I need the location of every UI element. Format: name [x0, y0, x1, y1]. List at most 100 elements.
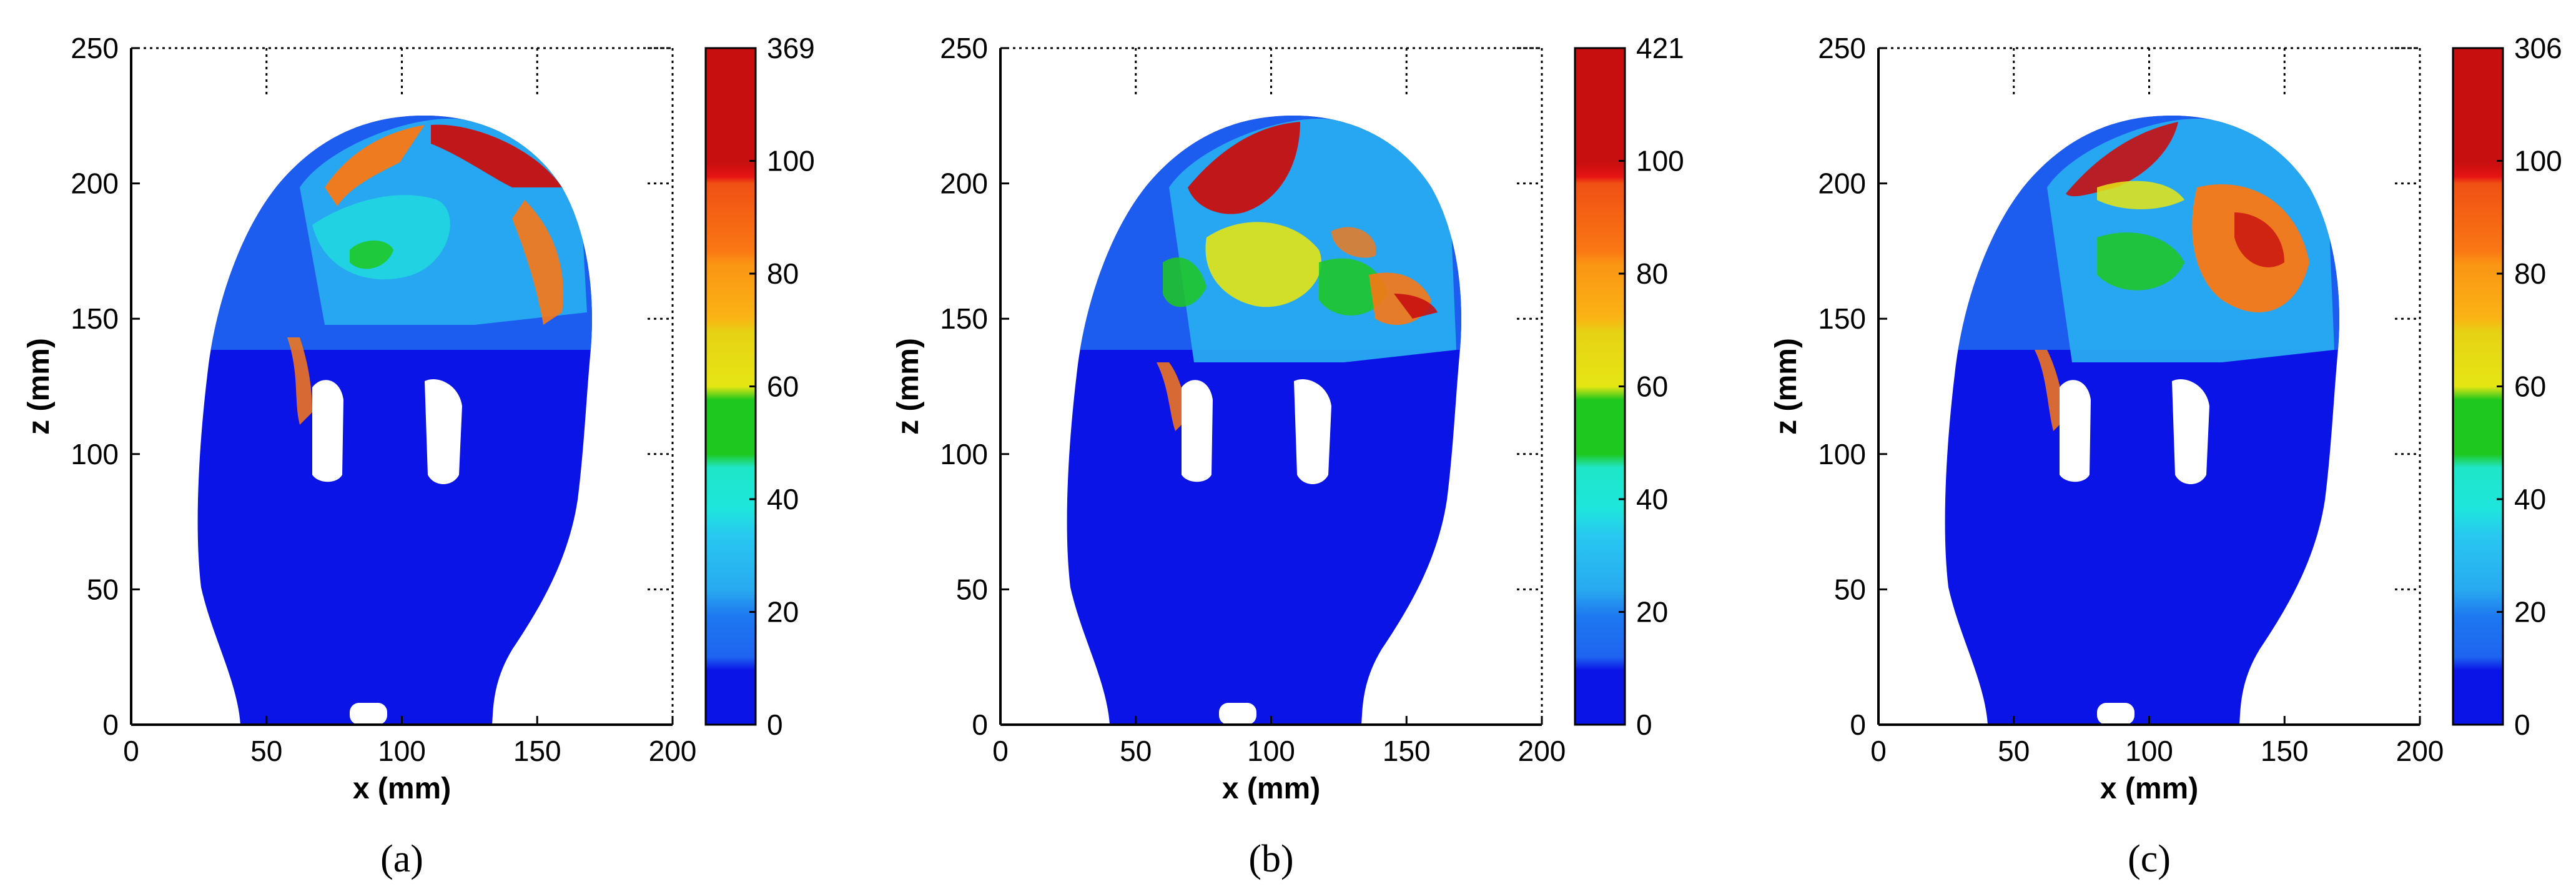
- panel-label: (b): [1248, 838, 1293, 880]
- cavity: [1294, 379, 1331, 484]
- cavity: [350, 703, 387, 725]
- x-tick-label: 100: [378, 735, 426, 767]
- colorbar-tick-label: 20: [2514, 596, 2546, 628]
- y-tick-label: 50: [1834, 573, 1866, 605]
- x-tick-label: 200: [649, 735, 697, 767]
- y-tick-label: 250: [1818, 32, 1866, 64]
- x-axis-label: x (mm): [1222, 772, 1320, 805]
- y-tick-label: 200: [71, 167, 119, 200]
- y-axis-label: z (mm): [22, 338, 56, 435]
- cavity: [1219, 703, 1256, 725]
- heatmap-region: [1163, 257, 1207, 307]
- heatmap-region: [431, 124, 562, 187]
- colorbar-tick-label: 100: [1636, 145, 1684, 177]
- heatmap-region: [2066, 122, 2178, 197]
- colorbar-tick-label: 60: [2514, 370, 2546, 403]
- y-tick-label: 100: [71, 438, 119, 470]
- y-tick-label: 100: [1818, 438, 1866, 470]
- heatmap-region: [1205, 222, 1321, 307]
- y-tick-label: 150: [1818, 302, 1866, 335]
- panel-b: 0 50 100 150 200 0 50 100 150 200 250 x (mm) z (mm) 0…: [892, 32, 1684, 880]
- x-tick-label: 150: [513, 735, 561, 767]
- x-tick-label: 150: [2261, 735, 2309, 767]
- y-tick-label: 50: [956, 573, 988, 605]
- colorbar-tick-label: 60: [1636, 370, 1668, 403]
- heatmap-region: [350, 241, 393, 269]
- y-tick-label: 200: [1818, 167, 1866, 200]
- colorbar-tick-label: 20: [1636, 596, 1668, 628]
- colorbar-tick-label: 80: [1636, 257, 1668, 290]
- colorbar-tick-label: 60: [767, 370, 799, 403]
- heatmap: [197, 116, 592, 725]
- y-axis-label: z (mm): [892, 338, 925, 435]
- cavity: [2172, 379, 2209, 484]
- heatmap-region: [2234, 212, 2284, 267]
- colorbar: [1574, 47, 1626, 726]
- heatmap-region: [2097, 232, 2184, 291]
- x-tick-label: 150: [1383, 735, 1431, 767]
- x-tick-label: 100: [1247, 735, 1295, 767]
- colorbar: [704, 47, 757, 726]
- x-tick-label: 200: [2396, 735, 2444, 767]
- colorbar-tick-label: 0: [2514, 708, 2530, 741]
- cavity: [1182, 380, 1213, 482]
- y-tick-label: 200: [940, 167, 988, 200]
- x-tick-label: 50: [1998, 735, 2030, 767]
- y-tick-label: 0: [1850, 708, 1866, 741]
- heatmap: [1067, 116, 1461, 725]
- colorbar-max-label: 306: [2514, 32, 2562, 64]
- y-tick-label: 150: [940, 302, 988, 335]
- heatmap-region: [2035, 350, 2066, 431]
- heatmap-region: [1157, 362, 1188, 431]
- colorbar-max-label: 369: [767, 32, 815, 64]
- x-tick-label: 0: [123, 735, 139, 767]
- x-tick-label: 100: [2125, 735, 2173, 767]
- colorbar-tick-label: 0: [1636, 708, 1652, 741]
- cavity: [312, 380, 343, 482]
- colorbar-tick-label: 40: [2514, 483, 2546, 515]
- y-tick-label: 250: [940, 32, 988, 64]
- panel-label: (c): [2128, 838, 2171, 880]
- colorbar-max-label: 421: [1636, 32, 1684, 64]
- panel-label: (a): [380, 838, 423, 880]
- heatmap-region: [1188, 122, 1300, 214]
- y-tick-label: 0: [972, 708, 988, 741]
- colorbar: [2452, 47, 2504, 726]
- x-tick-label: 0: [1870, 735, 1887, 767]
- y-tick-label: 100: [940, 438, 988, 470]
- heatmap-region: [287, 337, 312, 425]
- heatmap-region: [325, 125, 425, 206]
- x-axis-label: x (mm): [2100, 772, 2198, 805]
- panel-c: 0 50 100 150 200 0 50 100 150 200 250 x (mm) z (mm) 0…: [1770, 32, 2562, 880]
- y-tick-label: 250: [71, 32, 119, 64]
- y-tick-label: 150: [71, 302, 119, 335]
- cavity: [2097, 703, 2134, 725]
- heatmap-region: [2097, 181, 2184, 209]
- colorbar-tick-label: 40: [1636, 483, 1668, 515]
- colorbar-tick-label: 100: [767, 145, 815, 177]
- colorbar-tick-label: 80: [767, 257, 799, 290]
- x-tick-label: 200: [1518, 735, 1566, 767]
- panel-a: 0 50 100 150 200 0 50 100 150 200 250 x (mm) z (mm) 0…: [22, 32, 815, 880]
- cavity: [425, 379, 462, 484]
- heatmap-region: [1394, 294, 1438, 319]
- x-tick-label: 0: [992, 735, 1009, 767]
- heatmap-region: [1331, 227, 1376, 258]
- heatmap-region: [312, 195, 450, 280]
- colorbar-tick-label: 40: [767, 483, 799, 515]
- x-tick-label: 50: [250, 735, 282, 767]
- y-axis-label: z (mm): [1770, 338, 1803, 435]
- x-axis-label: x (mm): [353, 772, 451, 805]
- heatmap-region: [512, 200, 563, 325]
- colorbar-tick-label: 0: [767, 708, 783, 741]
- heatmap: [1945, 116, 2339, 725]
- colorbar-tick-label: 80: [2514, 257, 2546, 290]
- cavity: [2060, 380, 2091, 482]
- y-tick-label: 0: [102, 708, 119, 741]
- colorbar-tick-label: 20: [767, 596, 799, 628]
- x-tick-label: 50: [1120, 735, 1152, 767]
- colorbar-tick-label: 100: [2514, 145, 2562, 177]
- y-tick-label: 50: [87, 573, 119, 605]
- heatmap-region: [1319, 258, 1388, 315]
